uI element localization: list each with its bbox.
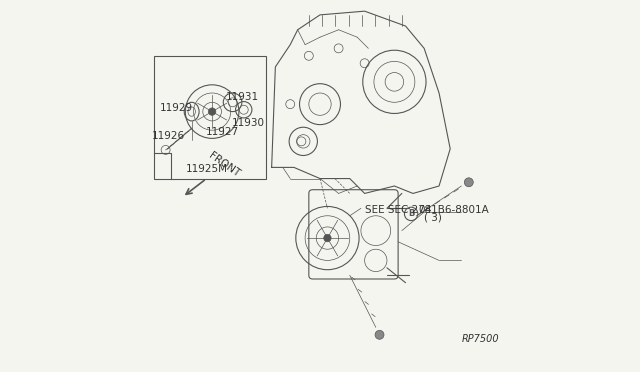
- Circle shape: [209, 108, 216, 115]
- Text: FRONT: FRONT: [207, 150, 241, 179]
- Text: ( 3): ( 3): [424, 213, 442, 222]
- Bar: [154, 56, 266, 179]
- Text: SEE SEC 274: SEE SEC 274: [365, 205, 432, 215]
- Text: 11926: 11926: [152, 131, 185, 141]
- Circle shape: [465, 178, 473, 187]
- Circle shape: [324, 234, 331, 242]
- Circle shape: [375, 330, 384, 339]
- Text: 11930: 11930: [232, 118, 265, 128]
- Text: 11929: 11929: [160, 103, 193, 113]
- Text: 081B6-8801A: 081B6-8801A: [419, 205, 490, 215]
- Text: 11931: 11931: [227, 92, 259, 102]
- Text: RP7500: RP7500: [461, 334, 499, 343]
- Text: B: B: [408, 209, 414, 218]
- Text: 11925M: 11925M: [186, 164, 228, 174]
- Text: 11927: 11927: [206, 127, 239, 137]
